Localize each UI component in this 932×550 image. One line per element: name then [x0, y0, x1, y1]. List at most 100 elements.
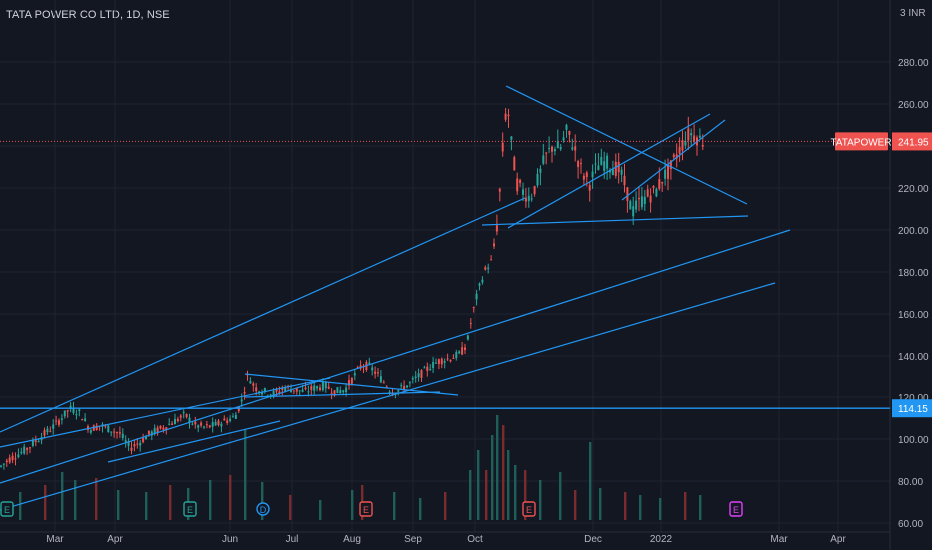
dividend-marker-bg: [256, 502, 270, 516]
candle-body: [580, 163, 582, 165]
candle-body: [597, 165, 600, 171]
chart-title: TATA POWER CO LTD, 1D, NSE: [6, 9, 170, 21]
candle-body: [620, 169, 623, 175]
candle-body: [551, 146, 553, 152]
y-tick-label: 220.00: [898, 184, 929, 195]
volume-bar: [244, 430, 247, 520]
candle-body: [382, 382, 385, 384]
candle-body: [533, 186, 536, 195]
candle-body: [391, 393, 394, 395]
candle-body: [29, 447, 31, 449]
x-tick-label: Apr: [830, 534, 846, 545]
candle-body: [403, 386, 406, 391]
candle-body: [498, 188, 501, 192]
candle-body: [684, 141, 687, 146]
candle-body: [336, 387, 339, 394]
candle-body: [562, 137, 565, 141]
currency-label: 3 INR: [900, 8, 926, 19]
x-tick-label: Mar: [46, 534, 64, 545]
trend-line: [0, 282, 776, 511]
candle-body: [588, 185, 591, 191]
currency-prefix: 3: [900, 8, 906, 19]
candle-body: [324, 382, 327, 389]
candle-body: [690, 133, 693, 136]
trend-line: [481, 215, 749, 226]
candle-body: [423, 367, 426, 369]
candle-body: [623, 175, 626, 186]
candle-body: [429, 369, 432, 371]
volume-bar: [559, 472, 562, 520]
candle-body: [516, 178, 519, 192]
candle-body: [420, 369, 423, 379]
candle-body: [617, 161, 620, 173]
candle-body: [133, 444, 136, 447]
candle-body: [34, 440, 37, 443]
candle-body: [8, 457, 11, 463]
candle-body: [408, 382, 411, 384]
earnings-marker-bg: [729, 501, 743, 517]
candle-body: [411, 378, 414, 380]
volume-bar: [539, 480, 542, 520]
candle-body: [640, 196, 643, 208]
candle-body: [571, 147, 574, 150]
candle-body: [229, 418, 232, 422]
candle-body: [81, 419, 84, 421]
candle-body: [661, 181, 664, 184]
candle-body: [263, 388, 266, 392]
candle-body: [188, 417, 191, 423]
candle-body: [377, 372, 379, 374]
volume-bar: [289, 495, 292, 520]
candle-body: [58, 420, 60, 425]
volume-bar: [393, 492, 396, 520]
earnings-marker-bg: [0, 501, 14, 517]
x-tick-label: Jul: [286, 534, 299, 545]
volume-bar: [61, 472, 64, 520]
candle-body: [530, 198, 533, 200]
candle-body: [437, 359, 440, 365]
candle-body: [452, 357, 455, 359]
trend-line: [621, 119, 726, 201]
candle-body: [350, 377, 353, 384]
candle-body: [95, 425, 98, 431]
candle-body: [527, 195, 530, 201]
x-tick-label: 2022: [650, 534, 673, 545]
candle-body: [46, 428, 49, 433]
candle-body: [220, 423, 223, 427]
x-tick-label: Oct: [467, 534, 483, 545]
y-tick-label: 120.00: [898, 393, 929, 404]
candle-body: [14, 458, 17, 460]
candle-body: [171, 423, 174, 425]
candle-body: [417, 373, 420, 378]
candle-body: [147, 430, 150, 435]
y-tick-label: 60.00: [898, 519, 923, 530]
candle-body: [472, 307, 475, 309]
candle-body: [632, 206, 635, 217]
candle-body: [240, 399, 243, 402]
candle-body: [536, 173, 539, 186]
volume-bar: [145, 492, 148, 520]
candle-body: [643, 196, 646, 205]
candle-body: [368, 362, 371, 364]
candle-body: [55, 420, 58, 422]
candle-body: [127, 442, 130, 446]
candle-body: [261, 392, 263, 395]
candle-body: [116, 432, 118, 434]
candle-body: [635, 200, 638, 210]
candle-body: [455, 352, 458, 359]
candle-body: [214, 421, 217, 426]
candle-body: [139, 442, 142, 446]
candle-body: [269, 394, 272, 397]
y-tick-label: 200.00: [898, 226, 929, 237]
candle-body: [11, 455, 14, 461]
candle-body: [559, 147, 562, 150]
event-marker: D: [260, 505, 267, 515]
candle-body: [252, 383, 255, 386]
candle-body: [113, 431, 116, 433]
candle-body: [31, 440, 34, 446]
candle-body: [513, 157, 516, 171]
candle-body: [458, 351, 461, 354]
candle-body: [652, 185, 655, 188]
candle-body: [298, 390, 301, 392]
candle-body: [327, 386, 330, 389]
